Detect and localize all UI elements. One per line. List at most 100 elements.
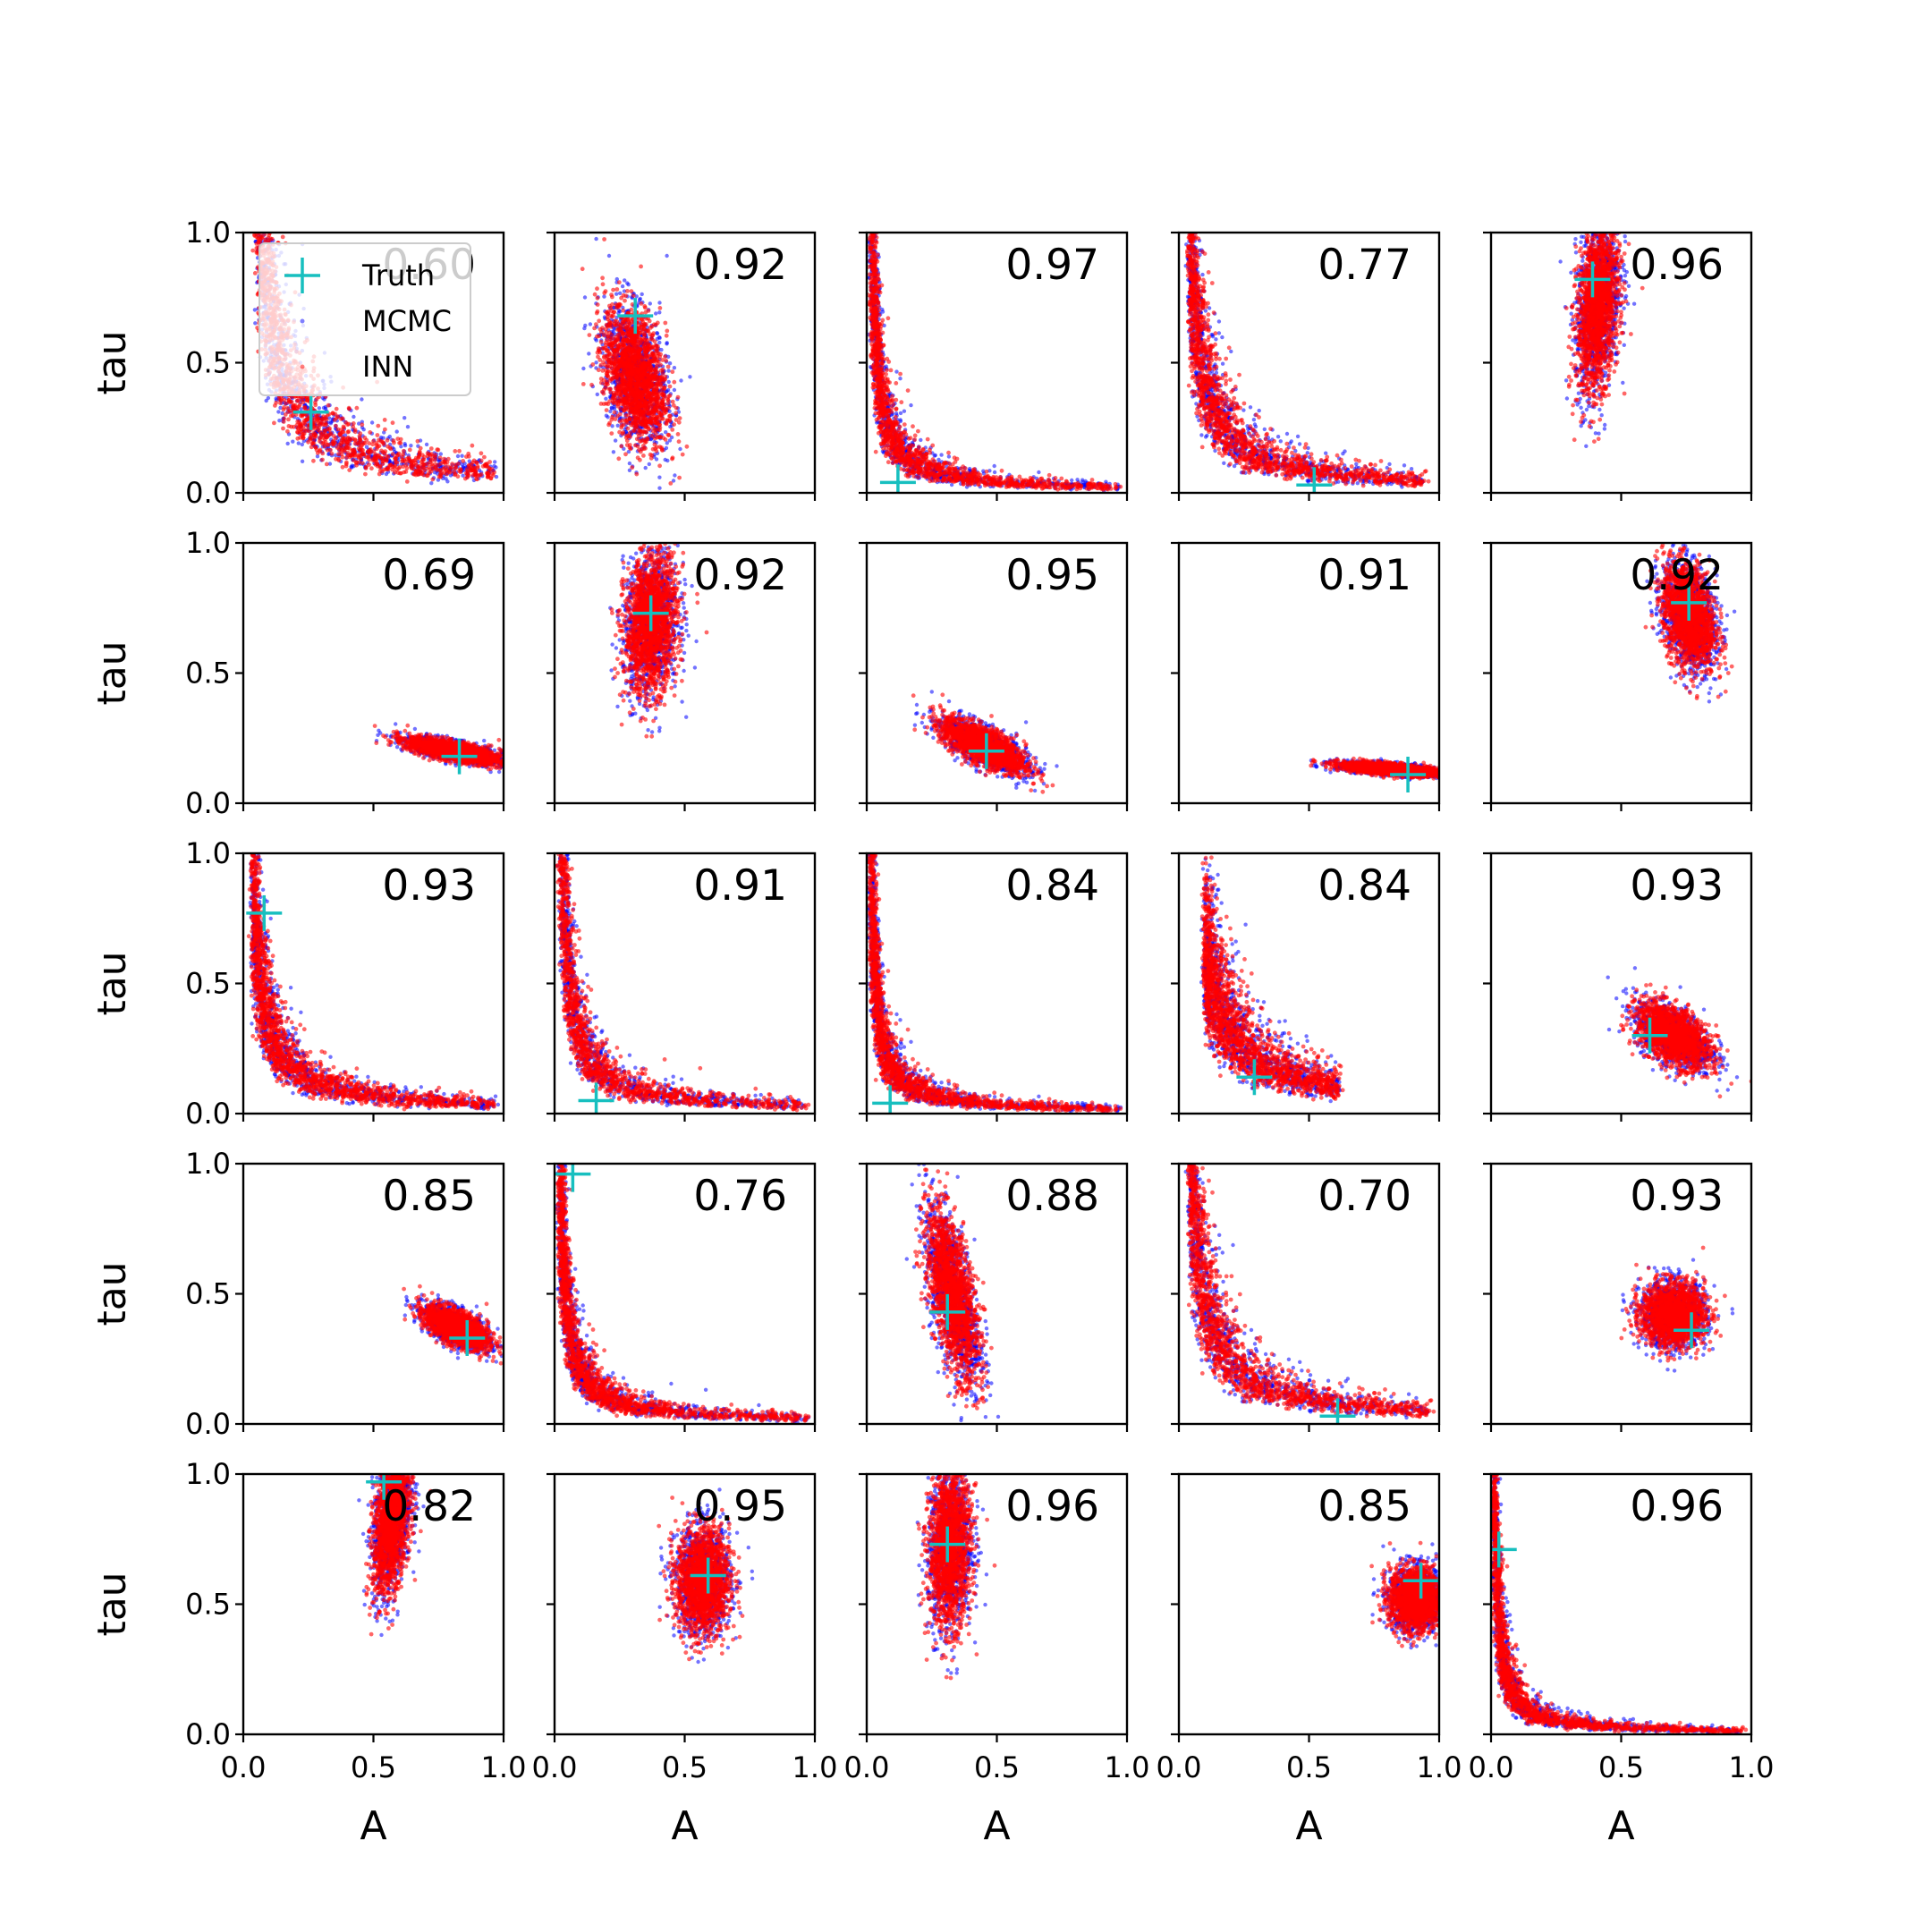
inn-point	[630, 377, 634, 382]
inn-point	[622, 367, 626, 371]
inn-point	[622, 381, 626, 386]
inn-point	[596, 355, 600, 360]
inn-point	[653, 339, 657, 343]
mcmc-point	[648, 301, 652, 305]
inn-point	[601, 282, 606, 286]
inn-point	[473, 472, 478, 477]
inn-point	[613, 411, 617, 415]
inn-point	[381, 459, 386, 463]
inn-point	[672, 380, 676, 385]
inn-point	[474, 477, 479, 481]
mcmc-point	[678, 447, 682, 451]
inn-point	[580, 267, 585, 271]
inn-point	[450, 462, 454, 466]
inn-point	[636, 455, 640, 460]
inn-point	[428, 467, 433, 471]
inn-point	[678, 416, 682, 420]
inn-point	[652, 368, 657, 372]
inn-point	[647, 365, 651, 369]
inn-point	[658, 363, 663, 368]
inn-point	[301, 400, 306, 404]
inn-point	[610, 315, 614, 319]
inn-point	[612, 401, 616, 405]
inn-point	[637, 377, 641, 382]
inn-point	[618, 324, 623, 328]
inn-point	[622, 343, 626, 347]
inn-point	[650, 334, 655, 338]
inn-point	[386, 445, 390, 449]
inn-point	[629, 335, 633, 339]
inn-point	[623, 396, 627, 401]
y-tick-label: 0.5	[185, 346, 231, 380]
mcmc-point	[370, 420, 374, 424]
inn-point	[367, 462, 371, 467]
inn-point	[612, 310, 616, 315]
mcmc-point	[628, 462, 631, 465]
inn-point	[619, 426, 623, 430]
inn-point	[666, 433, 671, 437]
inn-point	[602, 378, 606, 383]
inn-point	[641, 365, 646, 369]
inn-point	[433, 453, 437, 457]
mcmc-point	[657, 301, 661, 304]
inn-point	[320, 432, 325, 436]
inn-point	[605, 382, 609, 386]
inn-point	[644, 430, 648, 435]
inn-point	[335, 416, 339, 420]
mcmc-point	[439, 452, 443, 455]
inn-point	[396, 466, 401, 470]
inn-point	[645, 412, 649, 417]
inn-point	[482, 455, 487, 460]
inn-point	[677, 420, 682, 425]
inn-point	[634, 472, 639, 477]
inn-point	[352, 421, 356, 426]
y-axis-label: tau	[89, 330, 135, 394]
inn-point	[395, 436, 400, 441]
mcmc-point	[318, 406, 321, 410]
inn-point	[628, 417, 632, 421]
inn-point	[281, 427, 285, 431]
inn-point	[344, 462, 349, 466]
inn-point	[607, 357, 612, 361]
inn-point	[642, 326, 647, 331]
inn-point	[347, 422, 352, 427]
inn-point	[461, 459, 465, 463]
mcmc-point	[612, 450, 615, 453]
inn-point	[464, 454, 469, 459]
inn-point	[383, 418, 387, 422]
inn-point	[337, 443, 342, 447]
inn-point	[629, 386, 633, 391]
inn-point	[630, 308, 634, 312]
inn-point	[651, 447, 656, 452]
mcmc-point	[583, 324, 587, 327]
inn-point	[614, 287, 619, 292]
inn-point	[363, 436, 368, 440]
inn-point	[671, 455, 675, 460]
inn-point	[376, 424, 380, 428]
mcmc-point	[610, 406, 614, 410]
inn-point	[632, 428, 637, 433]
inn-point	[405, 479, 410, 484]
mcmc-point	[644, 466, 648, 470]
mcmc-point	[614, 438, 617, 442]
inn-point	[597, 318, 601, 323]
inn-point	[282, 408, 286, 412]
inn-point	[636, 335, 640, 340]
inn-point	[657, 379, 662, 384]
inn-point	[589, 383, 594, 387]
inn-point	[385, 454, 389, 459]
mcmc-point	[409, 444, 412, 447]
inn-point	[630, 402, 634, 406]
inn-point	[364, 466, 369, 470]
inn-point	[653, 377, 657, 382]
inn-point	[360, 461, 365, 465]
inn-point	[670, 369, 674, 374]
inn-point	[370, 442, 375, 446]
inn-point	[356, 454, 360, 459]
inn-point	[597, 346, 601, 351]
mcmc-point	[276, 410, 280, 413]
mcmc-point	[460, 454, 463, 458]
inn-point	[656, 415, 660, 419]
inn-point	[594, 322, 598, 326]
